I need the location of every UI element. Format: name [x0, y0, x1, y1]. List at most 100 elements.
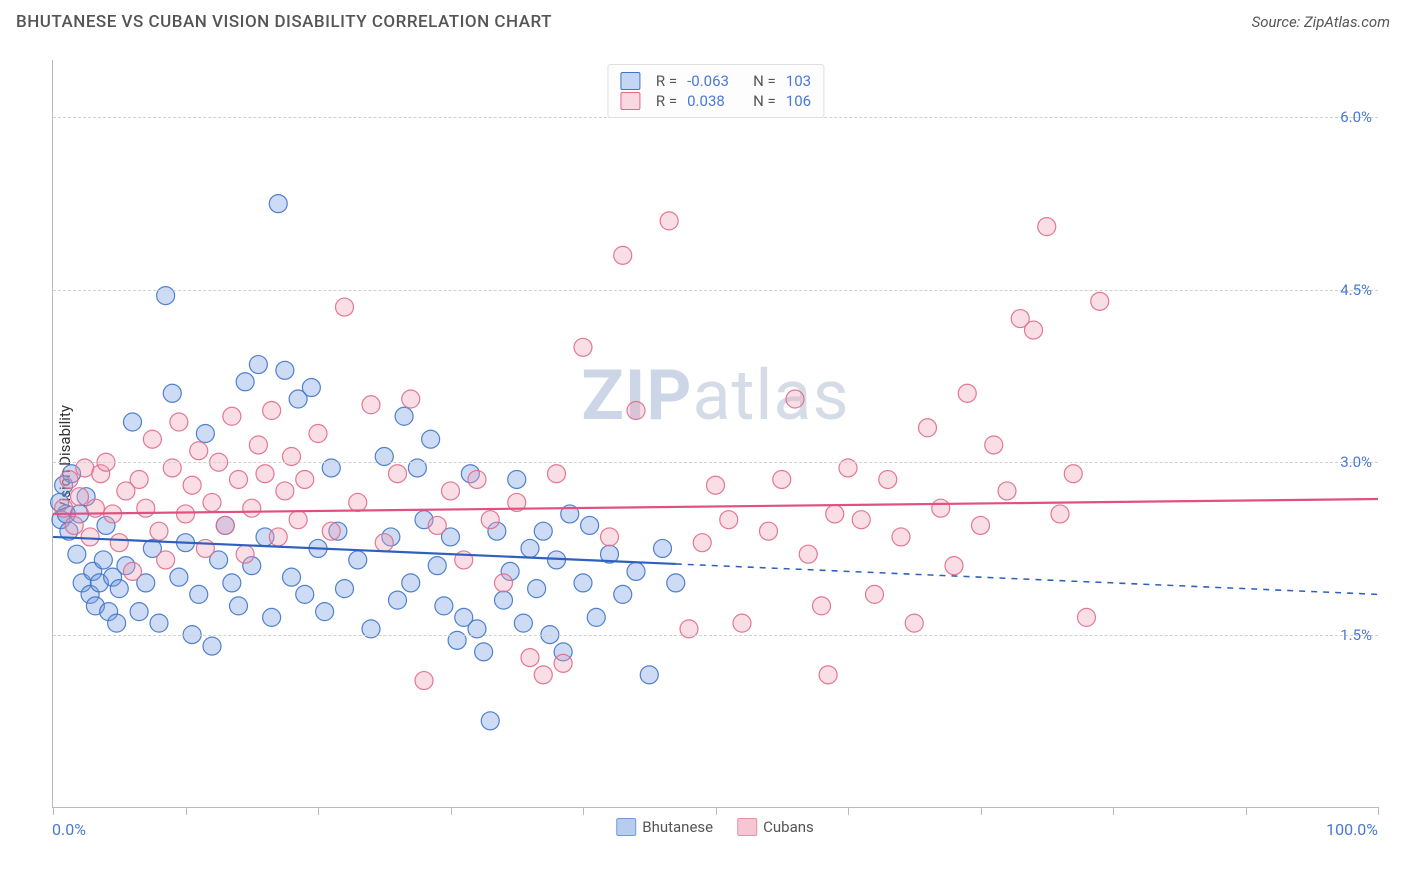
legend-swatch-0 — [620, 72, 640, 90]
legend-item-1-label: Cubans — [763, 818, 814, 836]
legend-row-series-0: R = -0.063 N = 103 — [620, 71, 811, 91]
scatter-point — [130, 603, 148, 621]
scatter-point — [269, 528, 287, 546]
n-label-1: N = — [753, 92, 776, 110]
scatter-point — [276, 361, 294, 379]
y-tick-label: 6.0% — [1340, 108, 1372, 126]
scatter-point — [654, 539, 672, 557]
scatter-point — [574, 338, 592, 356]
scatter-point — [720, 511, 738, 529]
series-legend: Bhutanese Cubans — [616, 818, 814, 836]
scatter-point — [190, 442, 208, 460]
plot-area: ZIPatlas R = -0.063 N = 103 R = 0.038 N … — [52, 60, 1378, 808]
scatter-point — [110, 580, 128, 598]
chart-title: BHUTANESE VS CUBAN VISION DISABILITY COR… — [16, 12, 552, 32]
scatter-point — [932, 499, 950, 517]
scatter-point — [276, 482, 294, 500]
legend-item-0-label: Bhutanese — [642, 818, 713, 836]
scatter-point — [110, 534, 128, 552]
r-label-1: R = — [656, 92, 677, 110]
x-tick — [318, 807, 319, 815]
scatter-point — [196, 425, 214, 443]
scatter-point — [236, 373, 254, 391]
scatter-point — [799, 545, 817, 563]
scatter-point — [786, 390, 804, 408]
scatter-point — [508, 470, 526, 488]
scatter-point — [660, 212, 678, 230]
x-tick — [1246, 807, 1247, 815]
scatter-point — [223, 407, 241, 425]
correlation-legend: R = -0.063 N = 103 R = 0.038 N = 106 — [607, 64, 824, 118]
legend-item-1: Cubans — [737, 818, 814, 836]
scatter-point — [263, 608, 281, 626]
scatter-point — [296, 470, 314, 488]
n-label-0: N = — [753, 72, 776, 90]
scatter-point — [68, 545, 86, 563]
scatter-point — [137, 499, 155, 517]
scatter-point — [548, 465, 566, 483]
scatter-point — [601, 528, 619, 546]
x-tick — [1113, 807, 1114, 815]
scatter-point — [819, 666, 837, 684]
scatter-point — [945, 557, 963, 575]
scatter-point — [534, 522, 552, 540]
scatter-point — [521, 539, 539, 557]
scatter-point — [813, 597, 831, 615]
scatter-point — [919, 419, 937, 437]
scatter-point — [170, 413, 188, 431]
n-value-1: 106 — [786, 92, 811, 110]
scatter-point — [852, 511, 870, 529]
scatter-point — [230, 470, 248, 488]
r-label-0: R = — [656, 72, 677, 90]
scatter-point — [124, 413, 142, 431]
scatter-point — [249, 436, 267, 454]
scatter-point — [402, 574, 420, 592]
scatter-point — [170, 568, 188, 586]
scatter-point — [243, 499, 261, 517]
x-tick — [186, 807, 187, 815]
scatter-point — [263, 402, 281, 420]
scatter-point — [375, 534, 393, 552]
scatter-point — [866, 585, 884, 603]
scatter-point — [422, 430, 440, 448]
scatter-point — [256, 465, 274, 483]
scatter-point — [826, 505, 844, 523]
scatter-point — [627, 562, 645, 580]
scatter-point — [972, 516, 990, 534]
scatter-point — [614, 585, 632, 603]
scatter-point — [196, 539, 214, 557]
scatter-point — [442, 482, 460, 500]
r-value-0: -0.063 — [687, 72, 743, 90]
scatter-point — [65, 516, 83, 534]
x-tick — [1378, 807, 1379, 815]
y-tick-label: 3.0% — [1340, 453, 1372, 471]
scatter-point — [1078, 608, 1096, 626]
scatter-point — [395, 407, 413, 425]
scatter-point — [150, 614, 168, 632]
scatter-point — [627, 402, 645, 420]
scatter-point — [667, 574, 685, 592]
scatter-point — [481, 712, 499, 730]
scatter-point — [230, 597, 248, 615]
gridline — [53, 462, 1378, 463]
scatter-point — [892, 528, 910, 546]
scatter-point — [428, 516, 446, 534]
scatter-point — [528, 580, 546, 598]
scatter-point — [309, 425, 327, 443]
gridline — [53, 290, 1378, 291]
scatter-point — [415, 672, 433, 690]
scatter-point — [534, 666, 552, 684]
legend-item-0-swatch — [616, 818, 636, 836]
scatter-point — [773, 470, 791, 488]
x-tick — [848, 807, 849, 815]
scatter-point — [249, 356, 267, 374]
scatter-point — [177, 505, 195, 523]
scatter-point — [514, 614, 532, 632]
scatter-point — [336, 580, 354, 598]
scatter-point — [1091, 292, 1109, 310]
chart-container: Vision Disability ZIPatlas R = -0.063 N … — [16, 48, 1390, 868]
scatter-point — [362, 396, 380, 414]
scatter-point — [81, 528, 99, 546]
scatter-point — [94, 551, 112, 569]
legend-item-0: Bhutanese — [616, 818, 713, 836]
